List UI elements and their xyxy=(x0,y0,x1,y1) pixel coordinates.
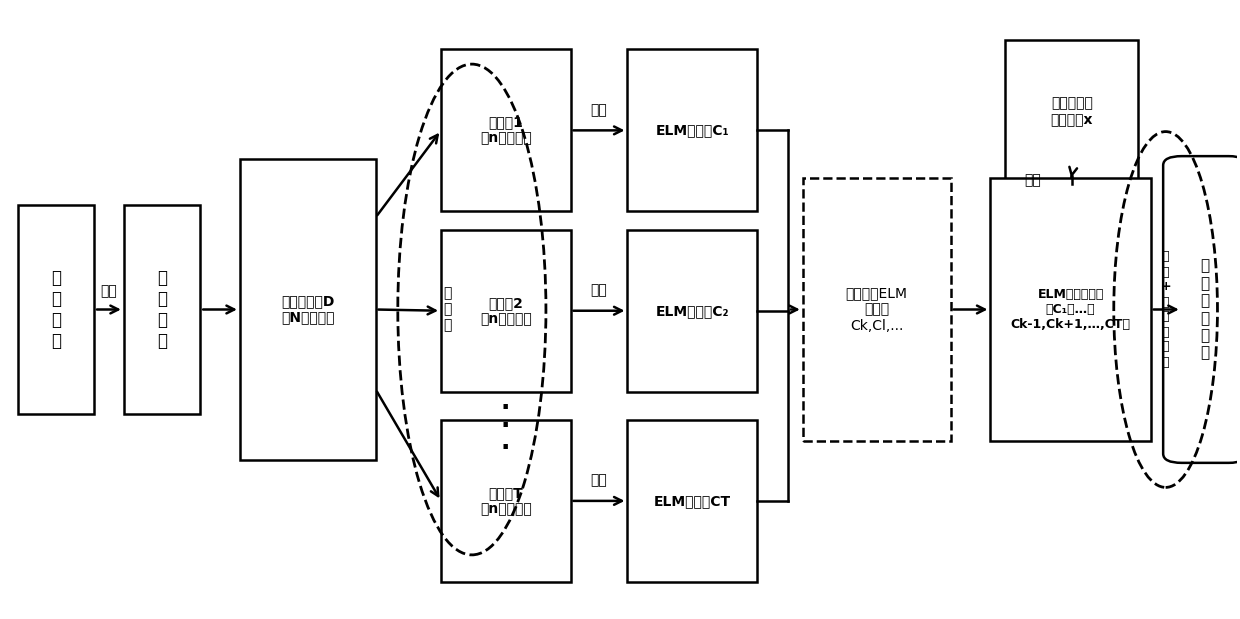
Text: 提取: 提取 xyxy=(100,285,118,298)
Text: 最
终
分
类
结
果: 最 终 分 类 结 果 xyxy=(1200,259,1210,360)
FancyBboxPatch shape xyxy=(627,49,758,211)
Text: 训练集T
（n个样本）: 训练集T （n个样本） xyxy=(480,486,532,516)
Text: 初始训练集D
（N个样本）: 初始训练集D （N个样本） xyxy=(281,295,335,324)
FancyBboxPatch shape xyxy=(441,49,570,211)
Text: ELM分类器集合
（C₁，…，
Ck-1,Ck+1,…,CT）: ELM分类器集合 （C₁，…， Ck-1,Ck+1,…,CT） xyxy=(1011,288,1131,331)
FancyBboxPatch shape xyxy=(124,206,201,413)
Text: 投
票
+
最
大
概
率
法: 投 票 + 最 大 概 率 法 xyxy=(1161,251,1171,368)
Text: 光
谱
特
征: 光 谱 特 征 xyxy=(157,269,167,350)
Text: 训练集2
（n个样本）: 训练集2 （n个样本） xyxy=(480,296,532,326)
Text: ·: · xyxy=(501,414,510,438)
Text: 遥
感
影
像: 遥 感 影 像 xyxy=(51,269,61,350)
FancyBboxPatch shape xyxy=(1163,156,1240,463)
Text: ELM分类器C₂: ELM分类器C₂ xyxy=(656,304,729,318)
Text: 分类: 分类 xyxy=(1024,174,1040,188)
Text: ·: · xyxy=(501,436,510,459)
Text: 未知类别标
签的样本x: 未知类别标 签的样本x xyxy=(1050,97,1092,127)
Text: 重
采
样: 重 采 样 xyxy=(443,287,451,332)
Text: 删除较差ELM
分类器
Ck,Cl,...: 删除较差ELM 分类器 Ck,Cl,... xyxy=(846,287,908,332)
FancyBboxPatch shape xyxy=(441,420,570,582)
Text: 训练: 训练 xyxy=(590,284,608,297)
FancyBboxPatch shape xyxy=(17,206,94,413)
Text: ELM分类器C₁: ELM分类器C₁ xyxy=(656,123,729,137)
Text: 训练: 训练 xyxy=(590,474,608,487)
FancyBboxPatch shape xyxy=(991,178,1151,441)
Text: ·: · xyxy=(501,396,510,420)
Text: 训练集1
（n个样本）: 训练集1 （n个样本） xyxy=(480,115,532,145)
FancyBboxPatch shape xyxy=(1006,40,1138,184)
FancyBboxPatch shape xyxy=(239,159,376,460)
Text: ELM分类器CT: ELM分类器CT xyxy=(653,494,730,508)
Text: 训练: 训练 xyxy=(590,103,608,117)
FancyBboxPatch shape xyxy=(441,230,570,392)
FancyBboxPatch shape xyxy=(627,230,758,392)
FancyBboxPatch shape xyxy=(802,178,951,441)
FancyBboxPatch shape xyxy=(627,420,758,582)
